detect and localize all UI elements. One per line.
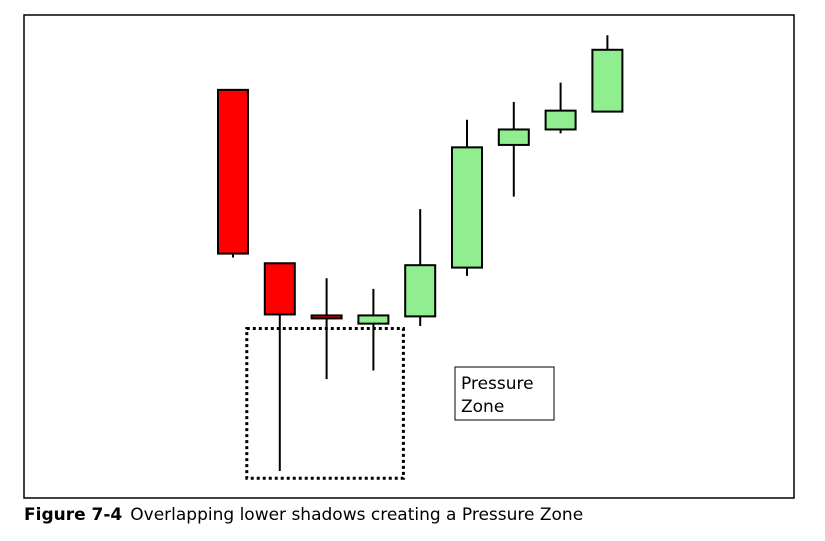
pressure-zone-dotted-box	[245, 326, 405, 480]
candle-5-body	[404, 264, 437, 318]
pressure-zone-label: Pressure Zone	[454, 366, 555, 421]
candle-8-body	[544, 109, 577, 131]
candle-7-body	[497, 128, 530, 146]
figure-caption: Figure 7-4 Overlapping lower shadows crea…	[24, 505, 583, 525]
candle-6-body	[451, 146, 483, 269]
figure-number: Figure 7-4	[24, 505, 123, 525]
figure-caption-text: Overlapping lower shadows creating a Pre…	[130, 505, 584, 525]
plot-frame	[23, 14, 795, 499]
pressure-zone-label-line-2: Zone	[461, 397, 504, 417]
candle-1-body	[217, 88, 249, 255]
pressure-zone-label-line-1: Pressure	[461, 374, 534, 394]
candle-3-body	[310, 314, 343, 320]
candle-2-body	[263, 262, 296, 316]
candle-4-body	[357, 314, 390, 325]
candle-9-body	[591, 48, 624, 113]
pressure-zone-label-box	[454, 366, 555, 421]
